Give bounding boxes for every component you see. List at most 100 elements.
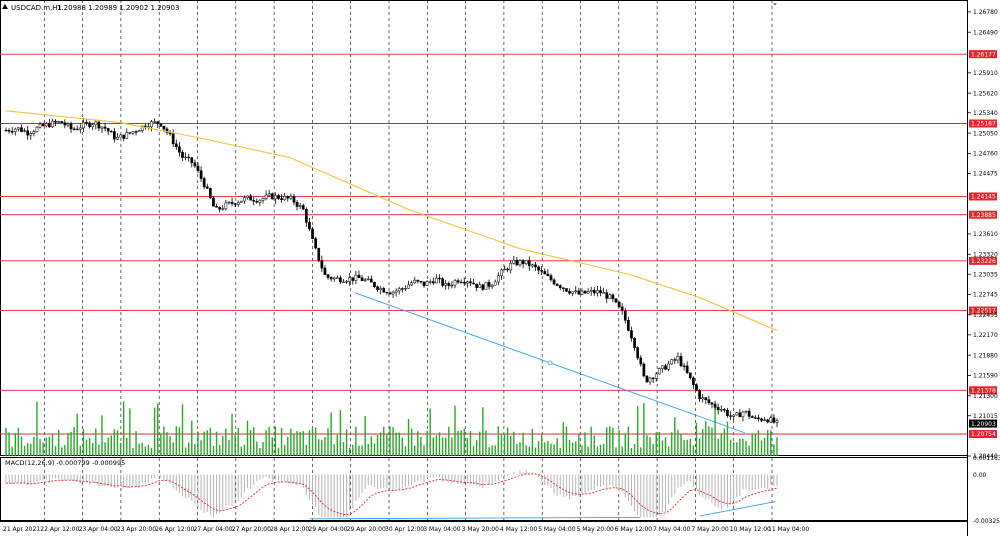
candle-bull (524, 260, 528, 264)
candle-bull (602, 292, 605, 294)
candle-bear (301, 205, 305, 210)
candle-bear (128, 132, 132, 134)
candle-bull (137, 130, 141, 132)
candle-bear (72, 128, 76, 130)
candle-bear (447, 283, 451, 286)
candle-bull (466, 281, 469, 284)
candle-bear (311, 228, 314, 239)
candle-bear (698, 390, 701, 400)
candle-bull (608, 294, 612, 299)
candle-bear (47, 123, 51, 128)
candle-bull (140, 125, 144, 131)
candle-bull (580, 290, 584, 295)
moving-average-line[interactable] (4, 110, 778, 332)
level-price-tag (969, 119, 997, 128)
time-tick-label: 7 May 04:00 (653, 526, 691, 533)
time-tick-label: 29 Apr 20:00 (347, 526, 386, 533)
candle-bull (261, 198, 265, 201)
candle-bull (119, 134, 122, 138)
price-tick-label: 1.22170 (973, 332, 998, 339)
macd-trendline[interactable] (309, 516, 641, 520)
candle-bull (94, 121, 98, 125)
main-pane-frame (0, 0, 968, 456)
time-axis: 21 Apr 2021 22 Apr 12:00 23 Apr 04:00 23 Ap… (3, 526, 809, 533)
candle-bull (518, 260, 522, 266)
candle-bull (38, 123, 42, 128)
candle-bull (44, 123, 48, 127)
candle-bull (348, 277, 352, 282)
candle-bull (496, 275, 500, 283)
candle-bear (459, 281, 463, 284)
candle-bear (521, 260, 525, 264)
candle-bear (753, 417, 757, 419)
level-price-label: 1.20754 (971, 431, 996, 438)
price-tick-label: 1.25620 (973, 90, 998, 97)
horizontal-levels: 1.26177 1.25187 1.24145 1.23885 1.23226 1.225… (0, 50, 997, 438)
candle-bear (314, 238, 317, 249)
price-tick-label: 1.25050 (973, 130, 998, 137)
candle-bull (425, 281, 429, 286)
candle-bear (651, 377, 655, 380)
candle-bull (512, 260, 516, 264)
candle-bull (453, 280, 457, 286)
candle-bear (682, 365, 686, 367)
candle-bull (410, 282, 413, 286)
candle-bear (558, 285, 562, 289)
candle-bear (679, 356, 683, 367)
candle-bear (317, 247, 321, 261)
candle-bear (723, 409, 726, 411)
candle-bear (692, 377, 695, 385)
level-price-tag (969, 50, 997, 59)
macd-trendline[interactable] (699, 501, 776, 517)
candle-bull (661, 365, 664, 369)
level-price-tag (969, 430, 997, 439)
shift-marker-icon[interactable] (773, 3, 777, 6)
candle-bear (26, 130, 30, 136)
candle-bear (190, 157, 194, 163)
candle-bear (351, 277, 355, 281)
time-tick-label: 29 Apr 04:00 (308, 526, 347, 533)
candle-bull (741, 411, 745, 418)
candle-bull (531, 264, 534, 267)
candle-bear (113, 131, 116, 140)
level-price-label: 1.21378 (971, 387, 996, 394)
candle-bull (116, 136, 119, 140)
candle-bear (747, 410, 751, 417)
candle-bull (657, 368, 661, 375)
current-price-tag (969, 419, 997, 428)
candle-bear (546, 273, 550, 276)
candle-bear (109, 131, 113, 133)
candle-bear (292, 196, 296, 203)
candle-bear (757, 417, 760, 420)
macd-pane-frame (0, 457, 968, 521)
candle-bull (246, 195, 249, 198)
price-tick-label: 1.25340 (973, 110, 998, 117)
candle-bear (599, 290, 602, 293)
candle-bull (153, 121, 156, 123)
candle-bull (184, 156, 187, 159)
candle-bear (122, 134, 126, 139)
candle-bear (181, 152, 184, 158)
candle-bear (54, 120, 57, 123)
candle-bull (407, 284, 410, 289)
candle-bear (431, 281, 435, 284)
candle-bear (205, 186, 209, 189)
symbol-arrow-icon[interactable] (2, 4, 8, 9)
candle-bull (332, 277, 336, 280)
level-price-label: 1.23885 (971, 212, 996, 219)
current-price-label: 1.20903 (971, 421, 996, 428)
candle-bear (159, 123, 163, 127)
price-tick-label: 1.23320 (973, 251, 998, 258)
candle-bear (475, 283, 479, 288)
level-price-label: 1.23226 (971, 258, 996, 265)
candle-bull (500, 269, 503, 276)
trendline[interactable] (354, 292, 746, 434)
trendline-handle[interactable] (547, 360, 553, 366)
candle-bear (611, 294, 615, 300)
level-price-label: 1.22517 (971, 308, 996, 315)
candle-bear (63, 122, 67, 126)
candle-bear (760, 418, 763, 421)
macd-label: MACD(12,26,9) -0.000799 -0.000995 (5, 459, 125, 467)
